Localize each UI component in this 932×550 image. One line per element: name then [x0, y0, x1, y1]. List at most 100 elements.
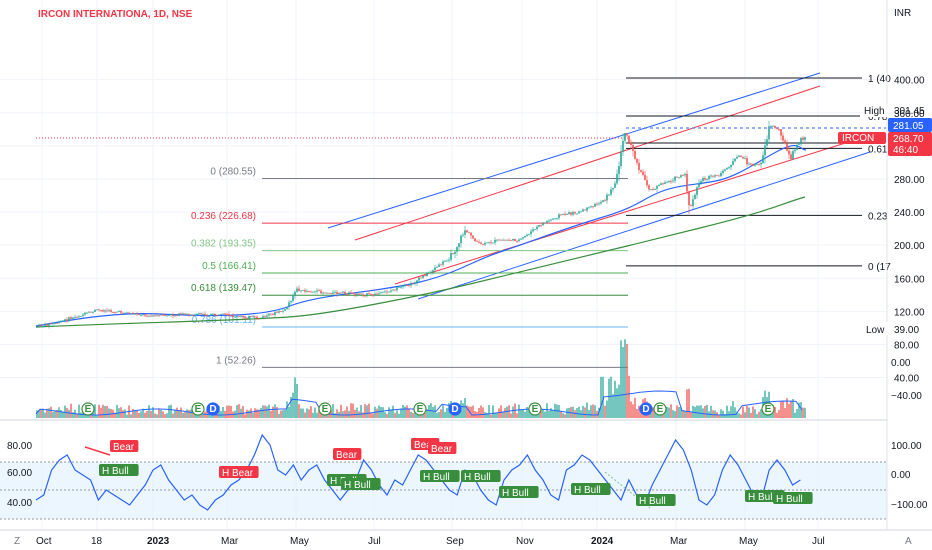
volume-bar	[122, 410, 124, 418]
volume-bar	[70, 403, 72, 418]
candle-body	[308, 290, 310, 292]
volume-bar	[550, 408, 552, 418]
candle-body	[582, 209, 584, 212]
candle-body	[736, 156, 738, 159]
candle-body	[344, 291, 346, 294]
candle-body	[786, 143, 788, 151]
volume-bar	[484, 412, 486, 418]
volume-bar	[578, 406, 580, 418]
volume-bar	[724, 413, 726, 418]
volume-bar	[294, 377, 296, 418]
svg-text:Bear: Bear	[336, 450, 358, 461]
volume-bar	[736, 411, 738, 418]
time-axis[interactable]: Oct 18 2023 Mar May Jul Sep Nov 2024 Mar May Jul	[36, 536, 825, 547]
volume-bar	[512, 406, 514, 418]
candle-body	[568, 212, 570, 215]
volume-bar	[78, 404, 80, 418]
candle-body	[426, 272, 428, 277]
divergence-line	[84, 446, 111, 456]
candle-body	[200, 313, 202, 315]
volume-bar	[588, 409, 590, 418]
volume-bar	[688, 388, 690, 418]
volume-bar	[614, 380, 616, 418]
candle-body	[468, 232, 470, 234]
candle-body	[754, 164, 756, 166]
volume-bar	[748, 407, 750, 418]
volume-bar	[582, 405, 584, 418]
volume-bar	[386, 413, 388, 418]
candle-body	[728, 167, 730, 169]
candle-body	[110, 310, 112, 312]
volume-bar	[242, 406, 244, 418]
signal-label: H Bull	[636, 494, 676, 507]
volume-bar	[236, 405, 238, 418]
candle-body	[450, 253, 452, 260]
candle-body	[298, 288, 300, 291]
volume-bar	[108, 408, 110, 418]
volume-bar	[718, 414, 720, 418]
candle-body	[400, 286, 402, 288]
candle-body	[764, 145, 766, 156]
candle-body	[488, 242, 490, 244]
symbol-tag: IRCON	[838, 132, 886, 144]
candle-body	[442, 261, 444, 265]
candle-body	[646, 180, 648, 186]
volume-bar	[758, 411, 760, 418]
volume-bar	[726, 405, 728, 418]
candle-body	[334, 291, 336, 293]
candle-body	[484, 242, 486, 245]
volume-bar	[354, 409, 356, 418]
volume-bar	[674, 411, 676, 418]
volume-bar	[178, 410, 180, 418]
candle-body	[748, 163, 750, 165]
candle-body	[120, 310, 122, 313]
event-marker-E: E	[81, 402, 95, 416]
volume-bar	[174, 409, 176, 418]
candle-body	[348, 292, 350, 295]
candle-body	[690, 205, 692, 207]
candle-body	[312, 291, 314, 293]
volume-bar	[206, 409, 208, 418]
volume-bar	[80, 412, 82, 418]
volume-bar	[328, 412, 330, 418]
timezone-button[interactable]: Z	[14, 536, 20, 547]
price-axis[interactable]: INR 400.00360.00320.00280.00240.00200.00…	[886, 0, 928, 530]
candle-body	[514, 238, 516, 242]
volume-bar	[246, 409, 248, 418]
candle-body	[608, 194, 610, 196]
fib-levels: 0 (280.55) 0.236 (226.68) 0.382 (193.35) 0.…	[36, 74, 891, 368]
volume-bar	[440, 409, 442, 418]
candle-body	[700, 181, 702, 184]
volume-bar	[346, 406, 348, 418]
volume-bar	[152, 407, 154, 418]
svg-text:D: D	[209, 404, 216, 415]
volume-bar	[774, 406, 776, 418]
candle-body	[456, 247, 458, 252]
candle-body	[188, 314, 190, 315]
volume-bar	[788, 403, 790, 418]
volume-bar	[800, 402, 802, 418]
volume-bar	[142, 408, 144, 418]
candle-body	[272, 313, 274, 315]
candle-body	[788, 150, 790, 155]
svg-text:H Bull: H Bull	[574, 485, 601, 496]
candle-body	[192, 314, 194, 316]
volume-bar	[162, 411, 164, 418]
candle-body	[374, 293, 376, 296]
volume-bar	[188, 409, 190, 418]
candle-body	[392, 289, 394, 291]
candle-body	[242, 315, 244, 318]
auto-scale-button[interactable]: A	[905, 536, 912, 547]
volume-bar	[596, 410, 598, 418]
volume-bar	[100, 407, 102, 418]
volume-bar	[608, 378, 610, 418]
volume-bar	[200, 413, 202, 418]
volume-bar	[684, 411, 686, 418]
candle-body	[158, 315, 160, 317]
candle-body	[410, 282, 412, 286]
candle-body	[258, 318, 260, 319]
volume-bar	[740, 414, 742, 418]
volume-bar	[222, 407, 224, 418]
candle-body	[218, 314, 220, 316]
